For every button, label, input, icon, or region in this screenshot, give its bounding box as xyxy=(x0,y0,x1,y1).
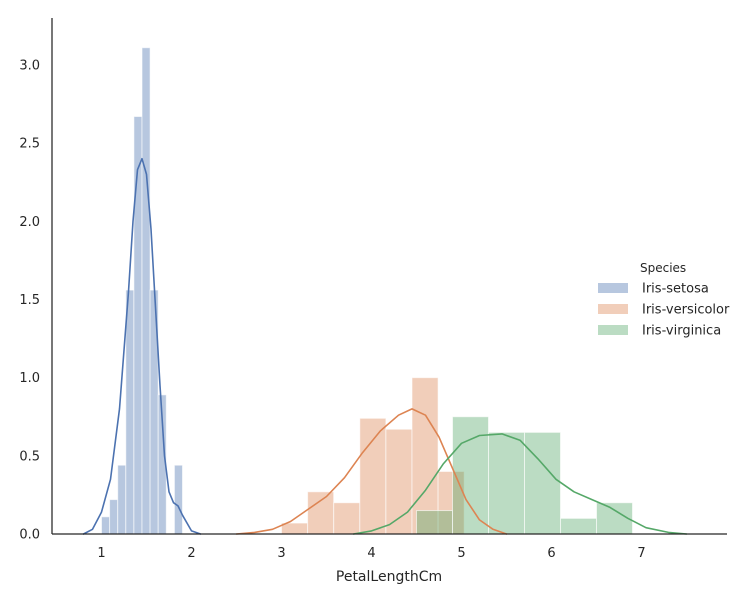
bar-iris-setosa-1 xyxy=(109,499,119,535)
legend-title: Species xyxy=(640,261,686,275)
x-tick-label: 5 xyxy=(457,546,465,561)
bar-iris-setosa-3 xyxy=(125,289,135,535)
bar-iris-virginica-1 xyxy=(452,416,489,535)
x-axis-ticks: 1 2 3 4 5 6 7 xyxy=(97,546,645,561)
kde-line-iris-setosa xyxy=(82,157,202,535)
y-tick-label: 1.5 xyxy=(19,293,40,308)
y-axis-ticks: 0.0 0.5 1.0 1.5 2.0 2.5 3.0 xyxy=(19,58,40,542)
x-tick-label: 3 xyxy=(277,546,285,561)
bar-iris-virginica-3 xyxy=(524,431,561,535)
bar-iris-versicolor-0 xyxy=(281,522,309,535)
legend: Species Iris-setosa Iris-versicolor Iris-v… xyxy=(598,261,730,339)
x-tick-label: 2 xyxy=(187,546,195,561)
y-tick-label: 1.0 xyxy=(19,371,40,386)
bar-iris-versicolor-6 xyxy=(437,470,465,535)
legend-swatch-iris-virginica xyxy=(598,325,628,335)
legend-item-iris-versicolor: Iris-versicolor xyxy=(642,303,730,318)
x-tick-label: 1 xyxy=(97,546,105,561)
bar-iris-setosa-0 xyxy=(101,516,111,535)
y-tick-label: 2.0 xyxy=(19,215,40,230)
legend-swatch-iris-versicolor xyxy=(598,304,628,314)
bar-iris-versicolor-5 xyxy=(411,377,439,535)
x-tick-label: 7 xyxy=(637,546,645,561)
kde-curves xyxy=(82,157,688,535)
bar-iris-setosa-9 xyxy=(173,464,183,535)
bar-iris-versicolor-1 xyxy=(307,491,335,535)
y-tick-label: 3.0 xyxy=(19,58,40,73)
bar-iris-setosa-4 xyxy=(133,116,143,535)
legend-item-iris-virginica: Iris-virginica xyxy=(642,324,721,339)
legend-item-iris-setosa: Iris-setosa xyxy=(642,282,709,297)
x-tick-label: 6 xyxy=(547,546,555,561)
bar-iris-virginica-4 xyxy=(560,517,597,535)
bar-iris-setosa-2 xyxy=(117,464,127,535)
histogram-bars xyxy=(101,47,633,535)
bar-iris-versicolor-2 xyxy=(333,502,361,535)
axes xyxy=(51,18,727,535)
y-tick-label: 0.5 xyxy=(19,449,40,464)
kde-line-iris-virginica xyxy=(352,433,688,535)
legend-swatch-iris-setosa xyxy=(598,283,628,293)
y-tick-label: 0.0 xyxy=(19,528,40,543)
x-tick-label: 4 xyxy=(367,546,375,561)
x-axis-label: PetalLengthCm xyxy=(336,569,442,585)
kde-line-iris-versicolor xyxy=(235,408,508,535)
y-tick-label: 2.5 xyxy=(19,137,40,152)
bar-iris-versicolor-4 xyxy=(385,428,413,535)
bar-iris-setosa-5 xyxy=(141,47,151,535)
bar-iris-virginica-2 xyxy=(488,431,525,535)
bar-iris-versicolor-3 xyxy=(359,417,387,535)
bar-iris-virginica-0 xyxy=(416,510,453,535)
